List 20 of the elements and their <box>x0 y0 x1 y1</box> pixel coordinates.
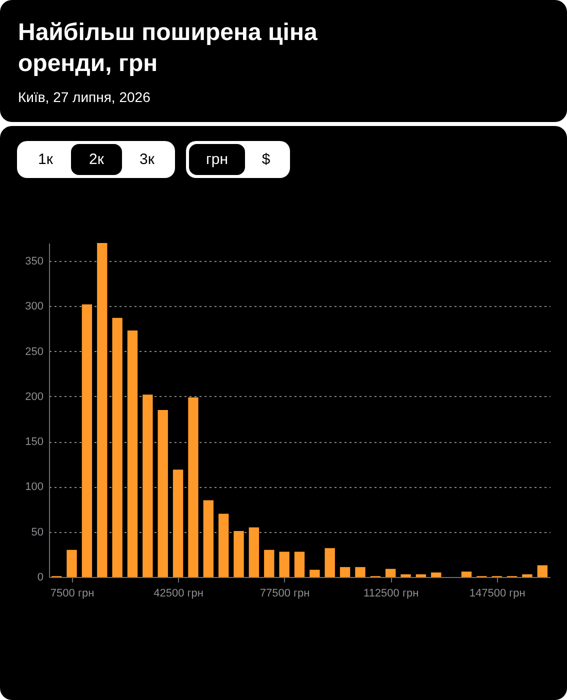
y-tick-label: 350 <box>25 256 44 268</box>
button-label: $ <box>262 151 270 168</box>
y-tick-label: 150 <box>25 436 44 448</box>
y-tick-label: 100 <box>25 481 44 494</box>
y-tick-label: 300 <box>25 300 44 313</box>
y-tick-label: 200 <box>25 390 44 403</box>
chart-subtitle: Київ, 27 липня, 2026 <box>18 89 150 106</box>
y-tick-label: 50 <box>31 526 44 538</box>
x-tick-label: 42500 грн <box>154 588 204 600</box>
y-tick-label: 250 <box>25 346 44 358</box>
x-tick-label: 77500 грн <box>260 588 310 600</box>
x-tick-label: 7500 грн <box>50 588 94 600</box>
x-tick-label: 147500 грн <box>469 588 526 600</box>
button-label: грн <box>206 151 228 168</box>
chart-title: Найбільш поширена ціна оренди, грн <box>18 18 318 79</box>
button-label: 2к <box>89 151 104 168</box>
button-label: 1к <box>38 151 53 168</box>
button-label: 3к <box>140 151 154 168</box>
y-tick-label: 0 <box>37 572 44 584</box>
x-tick-label: 112500 грн <box>364 588 419 600</box>
